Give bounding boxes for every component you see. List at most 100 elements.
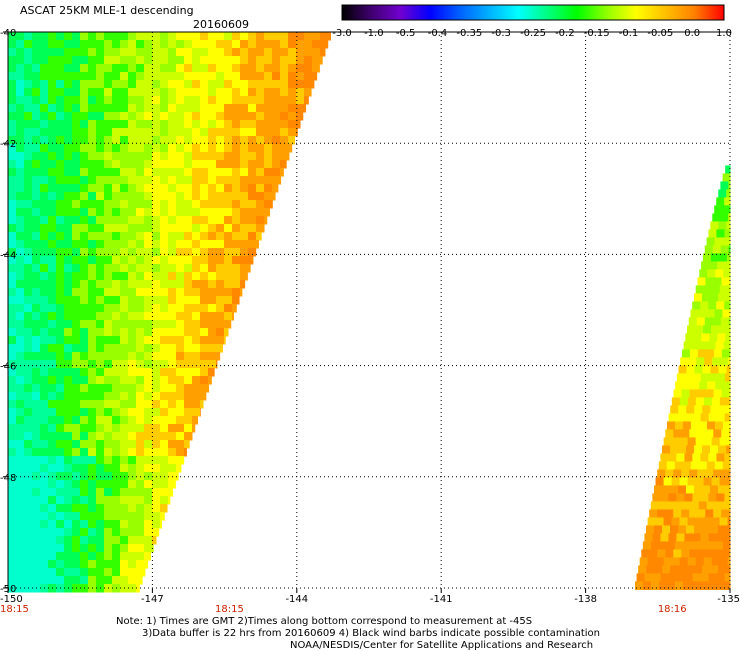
wind-cell bbox=[650, 501, 660, 510]
wind-cell bbox=[8, 520, 17, 529]
wind-cell bbox=[168, 264, 177, 273]
wind-cell bbox=[40, 528, 49, 537]
wind-cell bbox=[8, 48, 17, 57]
wind-cell bbox=[16, 528, 25, 537]
wind-cell bbox=[248, 112, 257, 121]
wind-cell bbox=[296, 32, 305, 41]
wind-cell bbox=[176, 232, 185, 241]
wind-cell bbox=[32, 320, 41, 329]
wind-cell bbox=[160, 368, 169, 377]
wind-cell bbox=[716, 573, 726, 582]
wind-cell bbox=[705, 549, 714, 558]
wind-cell bbox=[200, 184, 209, 193]
wind-cell bbox=[152, 200, 161, 209]
wind-cell bbox=[688, 357, 697, 366]
wind-cell bbox=[16, 112, 25, 121]
wind-cell bbox=[296, 64, 305, 73]
wind-cell bbox=[56, 192, 65, 201]
wind-cell bbox=[192, 184, 201, 193]
wind-cell bbox=[144, 312, 153, 321]
wind-cell bbox=[48, 264, 57, 273]
colorbar-label: -0.35 bbox=[456, 28, 482, 39]
wind-cell bbox=[705, 429, 714, 438]
wind-cell bbox=[192, 32, 201, 41]
wind-cell bbox=[160, 232, 169, 241]
wind-cell bbox=[16, 72, 25, 81]
wind-cell bbox=[72, 456, 81, 465]
wind-cell bbox=[208, 248, 217, 257]
wind-cell bbox=[304, 104, 307, 113]
wind-cell bbox=[152, 464, 161, 473]
wind-cell bbox=[200, 288, 209, 297]
wind-cell bbox=[216, 96, 225, 105]
wind-cell bbox=[24, 80, 33, 89]
wind-cell bbox=[160, 360, 169, 369]
wind-cell bbox=[136, 368, 145, 377]
wind-cell bbox=[701, 293, 711, 302]
wind-cell bbox=[693, 293, 703, 302]
wind-cell bbox=[40, 168, 49, 177]
wind-cell bbox=[144, 456, 153, 465]
wind-cell bbox=[729, 549, 731, 558]
wind-cell bbox=[120, 216, 129, 225]
colorbar-label: -0.1 bbox=[619, 28, 639, 39]
wind-cell bbox=[120, 560, 129, 569]
wind-cell bbox=[96, 352, 105, 361]
wind-cell bbox=[48, 224, 57, 233]
wind-cell bbox=[688, 317, 698, 326]
wind-cell bbox=[152, 184, 161, 193]
wind-cell bbox=[184, 72, 193, 81]
wind-cell bbox=[80, 544, 89, 553]
wind-cell bbox=[152, 208, 161, 217]
wind-cell bbox=[216, 360, 218, 369]
wind-cell bbox=[80, 528, 89, 537]
wind-cell bbox=[56, 472, 65, 481]
wind-cell bbox=[8, 344, 17, 353]
wind-cell bbox=[200, 264, 209, 273]
wind-cell bbox=[272, 144, 281, 153]
wind-cell bbox=[272, 80, 281, 89]
wind-cell bbox=[24, 472, 33, 481]
wind-cell bbox=[32, 56, 41, 65]
wind-cell bbox=[312, 64, 320, 73]
wind-cell bbox=[24, 368, 33, 377]
wind-cell bbox=[96, 152, 105, 161]
wind-cell bbox=[240, 96, 249, 105]
wind-cell bbox=[120, 480, 129, 489]
wind-cell bbox=[112, 120, 121, 129]
wind-cell bbox=[24, 136, 33, 145]
wind-cell bbox=[32, 208, 41, 217]
wind-cell bbox=[104, 472, 113, 481]
wind-cell bbox=[711, 285, 721, 294]
wind-cell bbox=[40, 200, 49, 209]
wind-cell bbox=[128, 432, 137, 441]
wind-cell bbox=[40, 432, 49, 441]
wind-cell bbox=[312, 40, 321, 49]
wind-cell bbox=[240, 128, 249, 137]
wind-cell bbox=[104, 88, 113, 97]
wind-cell bbox=[168, 488, 174, 497]
wind-cell bbox=[208, 136, 217, 145]
wind-cell bbox=[24, 384, 33, 393]
wind-cell bbox=[24, 424, 33, 433]
wind-cell bbox=[104, 480, 113, 489]
wind-cell bbox=[683, 381, 692, 390]
wind-cell bbox=[120, 360, 129, 369]
wind-cell bbox=[216, 112, 225, 121]
wind-cell bbox=[80, 184, 89, 193]
wind-cell bbox=[144, 488, 153, 497]
wind-cell bbox=[240, 224, 249, 233]
wind-cell bbox=[224, 136, 233, 145]
wind-cell bbox=[697, 277, 707, 286]
wind-cell bbox=[96, 56, 105, 65]
wind-cell bbox=[160, 384, 169, 393]
wind-cell bbox=[184, 320, 193, 329]
wind-cell bbox=[683, 341, 693, 350]
wind-cell bbox=[176, 440, 185, 449]
wind-cell bbox=[687, 557, 697, 566]
wind-cell bbox=[168, 288, 177, 297]
wind-cell bbox=[88, 64, 97, 73]
wind-cell bbox=[128, 504, 137, 513]
wind-cell bbox=[136, 224, 145, 233]
wind-cell bbox=[184, 440, 190, 449]
